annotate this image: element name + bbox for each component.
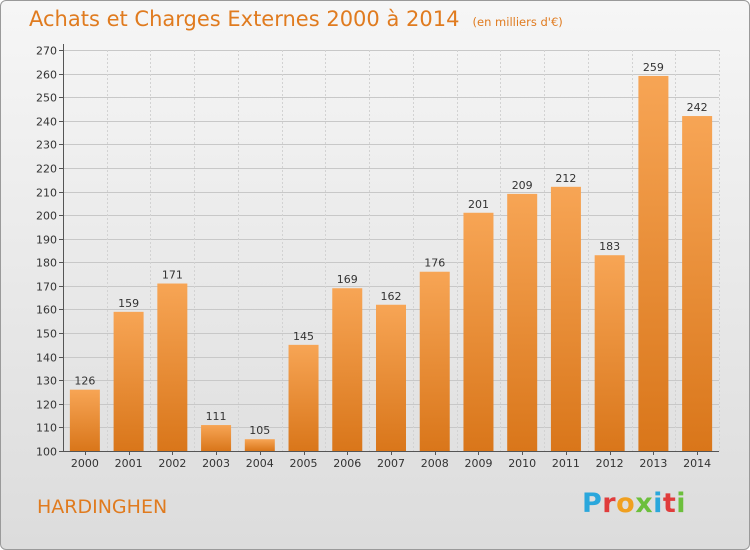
y-tick-label: 130: [36, 375, 57, 388]
y-tick-label: 230: [36, 139, 57, 152]
bar-value-label: 201: [468, 198, 489, 211]
x-tick-label: 2011: [552, 457, 580, 470]
bar-value-label: 171: [162, 269, 183, 282]
bar: [69, 389, 100, 451]
bar-value-label: 183: [599, 240, 620, 253]
x-tick-label: 2013: [639, 457, 667, 470]
x-tick-label: 2003: [202, 457, 230, 470]
bar: [157, 283, 188, 451]
bar: [463, 212, 494, 451]
y-tick-label: 210: [36, 187, 57, 200]
x-tick-label: 2014: [683, 457, 711, 470]
y-tick-label: 260: [36, 69, 57, 82]
bar-value-label: 111: [206, 410, 227, 423]
logo-letter: P: [582, 488, 603, 519]
bars: [69, 75, 713, 452]
y-tick-label: 140: [36, 352, 57, 365]
bar: [201, 425, 232, 451]
bar: [419, 271, 450, 451]
bar: [550, 186, 581, 451]
bar: [113, 311, 144, 451]
bar-value-label: 242: [687, 101, 708, 114]
y-tick-label: 250: [36, 92, 57, 105]
y-tick-label: 180: [36, 257, 57, 270]
x-tick-label: 2006: [333, 457, 361, 470]
bar-value-label: 126: [74, 375, 95, 388]
bar: [638, 75, 669, 452]
y-tick-label: 160: [36, 304, 57, 317]
bar-value-label: 209: [512, 179, 533, 192]
x-tick-label: 2004: [246, 457, 274, 470]
bar-value-label: 105: [249, 424, 270, 437]
title-row: Achats et Charges Externes 2000 à 2014 (…: [29, 7, 563, 31]
x-tick-label: 2005: [290, 457, 318, 470]
y-tick-label: 110: [36, 422, 57, 435]
bar: [594, 255, 625, 451]
logo-letter: t: [662, 488, 677, 519]
logo-letter: o: [616, 488, 636, 519]
x-tick-label: 2001: [115, 457, 143, 470]
chart-title: Achats et Charges Externes 2000 à 2014: [29, 7, 460, 31]
bar: [288, 344, 319, 451]
x-tick-label: 2007: [377, 457, 405, 470]
location-name: HARDINGHEN: [37, 496, 168, 518]
proxiti-logo: Proxiti: [582, 488, 686, 519]
data-labels: 126 159 171 111 105 145 169 162 176 201 209 212 183 2…: [74, 61, 707, 437]
y-tick-label: 150: [36, 328, 57, 341]
x-tick-label: 2012: [596, 457, 624, 470]
y-tick-label: 100: [36, 446, 57, 459]
y-tick-label: 200: [36, 210, 57, 223]
y-tick-label: 220: [36, 163, 57, 176]
bar-value-label: 159: [118, 297, 139, 310]
y-tick-label: 190: [36, 234, 57, 247]
bar: [682, 116, 713, 451]
axes: 100 110 120 130 140 150 160 170 180 190 200 210 220 2…: [36, 44, 719, 470]
bar-value-label: 212: [555, 172, 576, 185]
bar: [507, 193, 538, 451]
logo-letter: i: [653, 488, 663, 519]
bar-value-label: 145: [293, 330, 314, 343]
x-tick-label: 2010: [508, 457, 536, 470]
y-tick-label: 170: [36, 281, 57, 294]
x-tick-label: 2008: [421, 457, 449, 470]
bar-value-label: 162: [381, 290, 402, 303]
bar: [332, 288, 363, 451]
x-tick-label: 2009: [464, 457, 492, 470]
bar-value-label: 176: [424, 257, 445, 270]
logo-letter: i: [676, 488, 687, 519]
y-tick-label: 240: [36, 116, 57, 129]
bar: [376, 304, 406, 451]
y-tick-label: 120: [36, 399, 57, 412]
y-tick-label: 270: [36, 45, 57, 58]
logo-letter: x: [635, 488, 654, 519]
x-tick-label: 2000: [71, 457, 99, 470]
chart-subtitle: (en milliers d'€): [472, 15, 563, 29]
bar: [244, 439, 275, 451]
bar-value-label: 169: [337, 273, 358, 286]
x-tick-label: 2002: [158, 457, 186, 470]
logo-letter: r: [602, 488, 617, 519]
bar-value-label: 259: [643, 61, 664, 74]
